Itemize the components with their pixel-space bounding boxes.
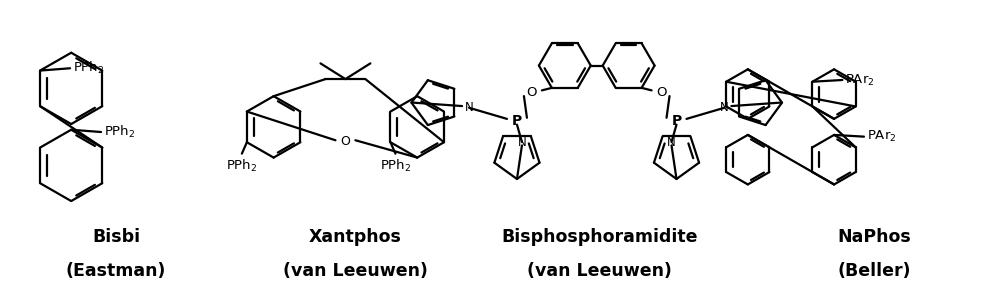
Text: (Beller): (Beller) — [837, 262, 911, 280]
Text: Bisbi: Bisbi — [92, 228, 140, 246]
Text: O: O — [340, 135, 350, 148]
Text: NaPhos: NaPhos — [837, 228, 911, 246]
Text: N: N — [720, 101, 729, 114]
Text: PAr$_2$: PAr$_2$ — [845, 73, 875, 88]
Text: (van Leeuwen): (van Leeuwen) — [527, 262, 672, 280]
Text: O: O — [527, 86, 537, 99]
Text: (Eastman): (Eastman) — [66, 262, 166, 280]
Text: N: N — [667, 135, 676, 149]
Text: PPh$_2$: PPh$_2$ — [226, 158, 258, 174]
Text: (van Leeuwen): (van Leeuwen) — [283, 262, 428, 280]
Text: N: N — [465, 101, 473, 114]
Text: PPh$_2$: PPh$_2$ — [73, 60, 104, 76]
Text: P: P — [512, 114, 522, 128]
Text: N: N — [518, 135, 526, 149]
Text: PPh$_2$: PPh$_2$ — [380, 158, 411, 174]
Text: Xantphos: Xantphos — [309, 228, 402, 246]
Text: Bisphosphoramidite: Bisphosphoramidite — [501, 228, 698, 246]
Text: P: P — [671, 114, 682, 128]
Text: PPh$_2$: PPh$_2$ — [104, 124, 136, 140]
Text: O: O — [656, 86, 667, 99]
Text: PAr$_2$: PAr$_2$ — [867, 129, 897, 144]
